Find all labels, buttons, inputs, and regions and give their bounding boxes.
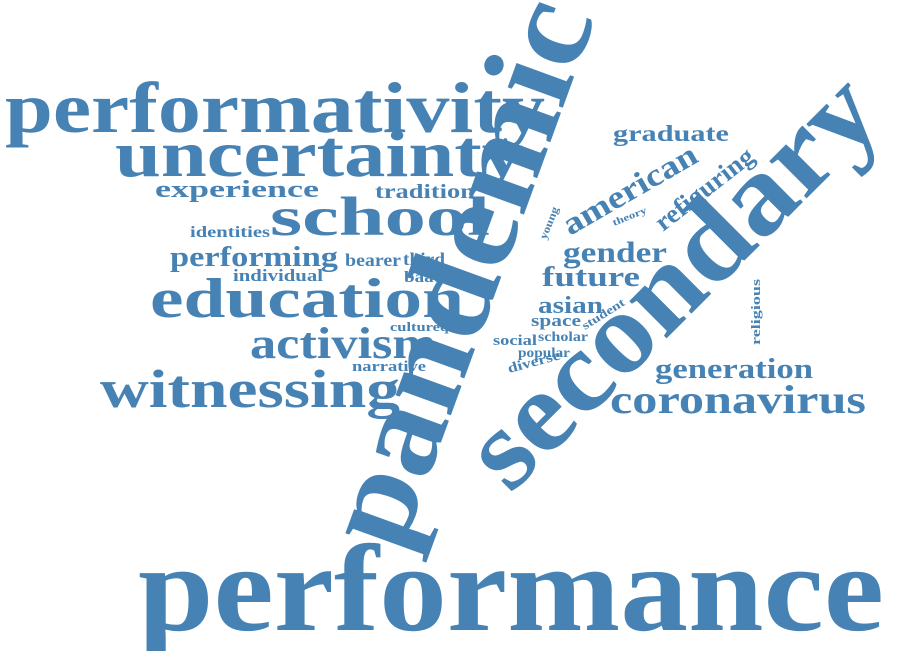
word-uncertainty: uncertainty xyxy=(115,118,523,191)
word-space: space xyxy=(531,311,582,330)
word-school: school xyxy=(270,186,490,247)
word-year: year xyxy=(483,246,502,255)
word-popular: popular xyxy=(518,346,570,361)
word-future: future xyxy=(542,262,640,293)
word-generation: generation xyxy=(655,354,814,385)
word-scholar: scholar xyxy=(538,330,588,345)
word-asian: asian xyxy=(538,293,603,319)
word-activism: activism xyxy=(250,319,436,368)
word-individual: individual xyxy=(233,266,323,285)
word-graduate: graduate xyxy=(613,121,729,146)
word-identities: identities xyxy=(190,224,270,241)
word-baat: baat xyxy=(404,269,441,286)
word-tradition: tradition xyxy=(375,181,475,203)
word-third: third xyxy=(403,249,445,269)
word-gender: gender xyxy=(563,236,667,269)
word-witnessing: witnessing xyxy=(100,359,400,419)
word-queer: queer xyxy=(440,319,478,334)
word-bearer: bearer xyxy=(345,250,401,270)
word-narrative: narrative xyxy=(352,359,426,375)
word-education: education xyxy=(150,268,464,330)
word-religious: religious xyxy=(748,279,763,345)
word-culture: culture xyxy=(390,319,440,334)
word-experience: experience xyxy=(155,177,320,203)
word-performance: performance xyxy=(138,520,884,651)
word-coronavirus: coronavirus xyxy=(610,377,866,422)
word-performativity: performativity xyxy=(5,68,545,148)
word-performing: performing xyxy=(170,242,338,273)
word-social: social xyxy=(493,333,537,349)
